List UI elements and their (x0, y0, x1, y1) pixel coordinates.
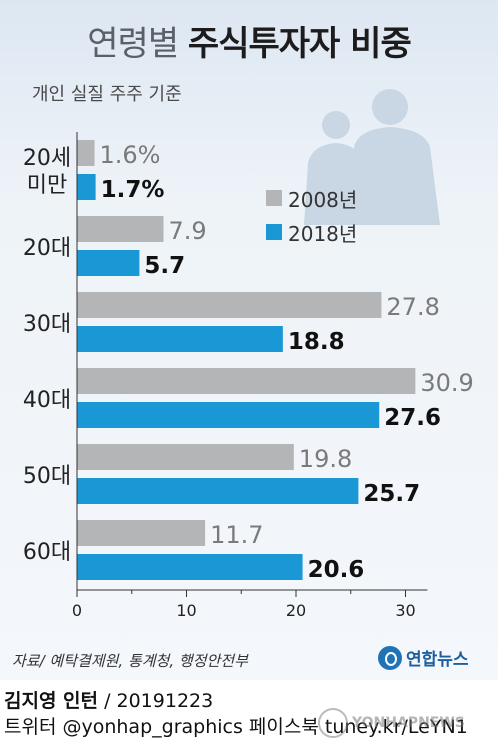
category-label-5: 60대 (23, 540, 71, 565)
bar-2018-3 (77, 402, 380, 428)
yonhap-logo: 연합뉴스 (378, 645, 469, 670)
bar-chart: 1.6% 1.7%7.9 5.7 27.8 18.8 30.9 27.6 19.8 25.7 11… (23, 132, 474, 620)
value-label-2018-4: 25.7 (363, 481, 420, 507)
watermark-text: YONHAPNEWS (352, 715, 465, 731)
bar-2018-1 (77, 250, 140, 276)
legend-swatch-2008 (266, 190, 282, 206)
value-label-2018-2: 18.8 (288, 329, 345, 355)
legend-label-2008: 2008년 (288, 187, 358, 212)
source-note: 자료/ 예탁결제원, 통계청, 행정안전부 (12, 652, 248, 670)
value-label-2008-2: 27.8 (386, 293, 439, 321)
bar-2008-0 (77, 140, 95, 166)
bar-2008-1 (77, 216, 164, 242)
category-label-3: 40대 (23, 388, 71, 413)
bar-2008-3 (77, 368, 416, 394)
value-label-2018-5: 20.6 (308, 557, 365, 583)
x-tick-label-10: 10 (176, 601, 196, 620)
title-light: 연령별 (87, 24, 179, 64)
category-label-0-0: 20세 (23, 146, 71, 171)
bar-2018-2 (77, 326, 283, 352)
title-bold: 주식투자자 비중 (187, 24, 412, 64)
yonhap-logo-icon (378, 645, 402, 670)
category-label-4: 50대 (23, 464, 71, 489)
chart-title: 연령별 주식투자자 비중 (0, 16, 498, 65)
credit-date: / 20191223 (104, 690, 214, 712)
author-name: 김지영 인턴 (4, 690, 99, 712)
legend: 2008년 2018년 (266, 181, 357, 249)
watermark-icon (318, 708, 348, 738)
legend-item-2008: 2008년 (266, 181, 357, 215)
bars-group (77, 140, 416, 580)
value-label-2018-3: 27.6 (384, 405, 441, 431)
bar-2008-4 (77, 444, 294, 470)
bar-2018-4 (77, 478, 359, 504)
legend-label-2018: 2018년 (288, 221, 358, 246)
category-label-1: 20대 (23, 236, 71, 261)
bar-2008-5 (77, 520, 206, 546)
value-label-2008-1: 7.9 (169, 217, 207, 245)
social-line: 트위터 @yonhap_graphics 페이스북 tuney.kr/LeYN1 (4, 716, 468, 738)
value-label-2008-5: 11.7 (210, 521, 263, 549)
value-label-2008-3: 30.9 (420, 369, 473, 397)
legend-item-2018: 2018년 (266, 215, 357, 249)
credit-line: 김지영 인턴 / 20191223 (4, 686, 213, 713)
category-label-0-1: 미만 (27, 173, 67, 198)
value-label-2018-0: 1.7% (101, 177, 165, 203)
bar-2008-2 (77, 292, 382, 318)
x-tick-label-0: 0 (72, 601, 82, 620)
value-label-2018-1: 5.7 (144, 253, 185, 279)
people-silhouette-icon (304, 89, 440, 225)
value-label-2008-4: 19.8 (299, 445, 352, 473)
x-tick-label-20: 20 (286, 601, 306, 620)
x-axis: 0 10 20 30 (72, 132, 428, 620)
legend-swatch-2018 (266, 224, 282, 240)
bar-2018-5 (77, 554, 303, 580)
category-label-2: 30대 (23, 312, 71, 337)
x-tick-label-30: 30 (395, 601, 415, 620)
value-label-2008-0: 1.6% (100, 141, 161, 169)
logo-text: 연합뉴스 (406, 650, 469, 670)
bar-2018-0 (77, 174, 96, 200)
chart-subtitle: 개인 실질 주주 기준 (32, 84, 182, 105)
yonhapnews-watermark: YONHAPNEWS (318, 708, 465, 738)
value-labels-group: 1.6% 1.7%7.9 5.7 27.8 18.8 30.9 27.6 19.8 25.7 11… (100, 141, 474, 583)
